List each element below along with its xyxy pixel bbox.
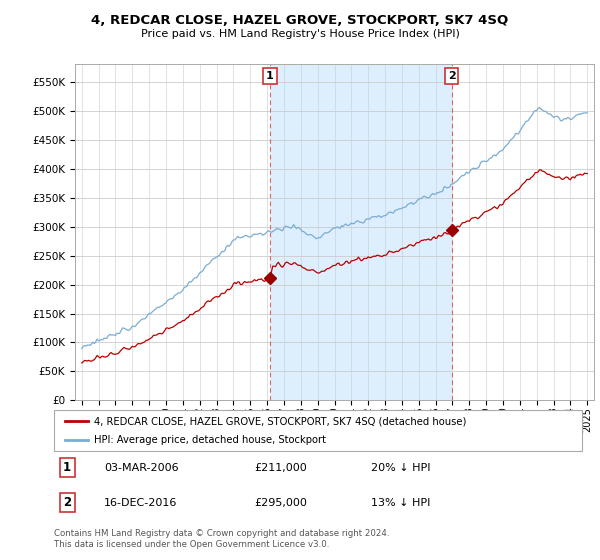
Text: 4, REDCAR CLOSE, HAZEL GROVE, STOCKPORT, SK7 4SQ (detached house): 4, REDCAR CLOSE, HAZEL GROVE, STOCKPORT,… xyxy=(94,417,466,426)
FancyBboxPatch shape xyxy=(54,410,582,451)
Text: 1: 1 xyxy=(266,71,274,81)
Text: HPI: Average price, detached house, Stockport: HPI: Average price, detached house, Stoc… xyxy=(94,435,326,445)
Text: 16-DEC-2016: 16-DEC-2016 xyxy=(104,498,178,507)
Text: Contains HM Land Registry data © Crown copyright and database right 2024.
This d: Contains HM Land Registry data © Crown c… xyxy=(54,529,389,549)
Text: 4, REDCAR CLOSE, HAZEL GROVE, STOCKPORT, SK7 4SQ: 4, REDCAR CLOSE, HAZEL GROVE, STOCKPORT,… xyxy=(91,14,509,27)
Text: £211,000: £211,000 xyxy=(254,463,307,473)
Text: 13% ↓ HPI: 13% ↓ HPI xyxy=(371,498,430,507)
Text: £295,000: £295,000 xyxy=(254,498,308,507)
Text: 1: 1 xyxy=(63,461,71,474)
Text: 2: 2 xyxy=(63,496,71,509)
Bar xyxy=(270,64,452,400)
Text: 03-MAR-2006: 03-MAR-2006 xyxy=(104,463,179,473)
Text: 2: 2 xyxy=(448,71,455,81)
Text: Price paid vs. HM Land Registry's House Price Index (HPI): Price paid vs. HM Land Registry's House … xyxy=(140,29,460,39)
Text: 20% ↓ HPI: 20% ↓ HPI xyxy=(371,463,430,473)
